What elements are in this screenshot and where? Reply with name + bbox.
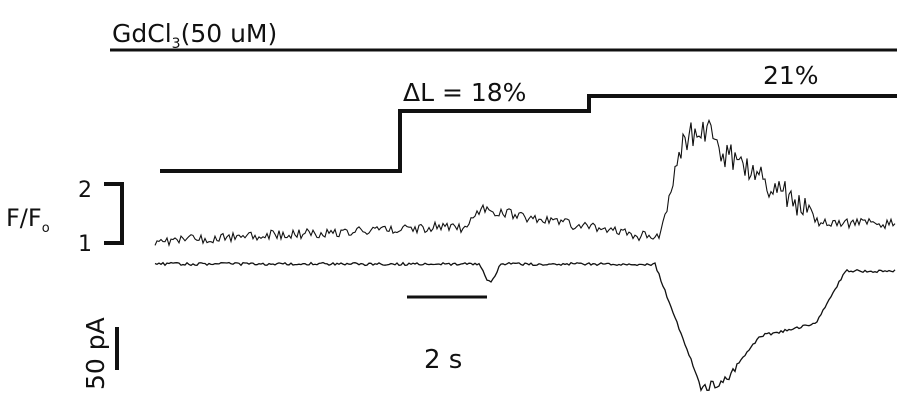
ff0-tick-2: 2: [78, 178, 92, 203]
ff0-axis-label: F/Fo: [6, 204, 50, 236]
current-trace: [154, 261, 896, 392]
drug-label: GdCl3(50 uM): [112, 19, 277, 52]
fluorescence-trace: [154, 118, 896, 247]
stretch-protocol-trace: [160, 94, 897, 173]
current-scale-label: 50 pA: [81, 317, 110, 390]
time-scale-label: 2 s: [424, 345, 462, 375]
ff0-scale-bar: [104, 182, 124, 245]
stretch-label-21: 21%: [763, 61, 819, 90]
ff0-tick-1: 1: [78, 232, 92, 257]
stretch-label-18: ΔL = 18%: [403, 78, 526, 107]
